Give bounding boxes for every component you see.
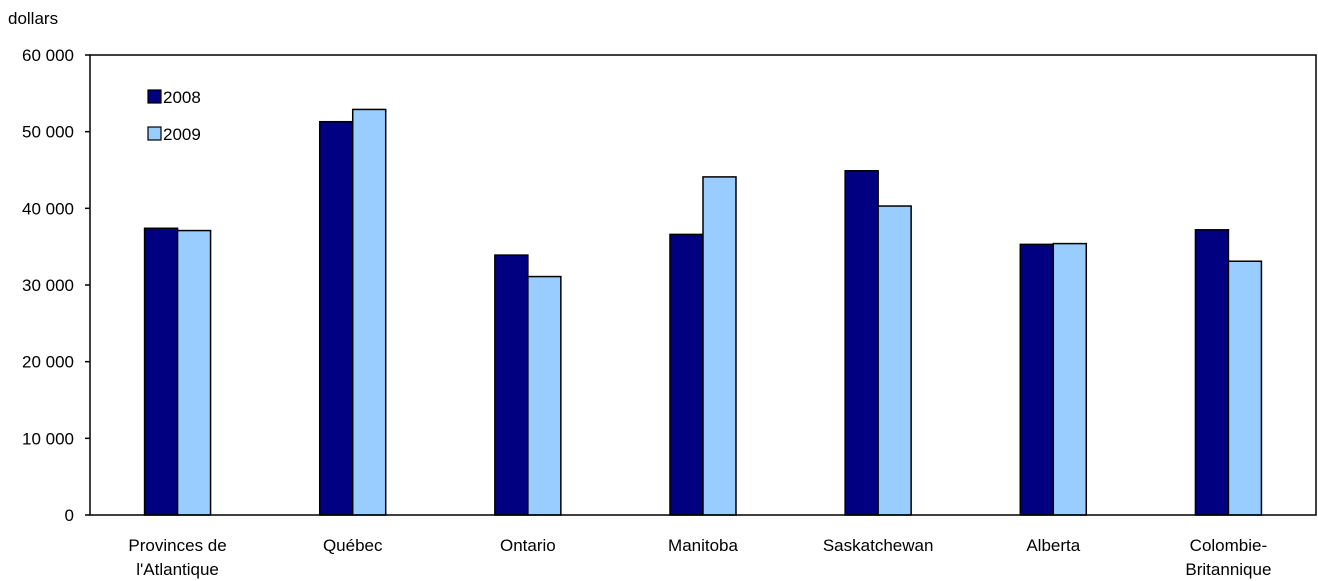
x-category-label: Saskatchewan — [823, 536, 934, 555]
x-category-label: Provinces de — [128, 536, 226, 555]
x-category-label: Alberta — [1026, 536, 1080, 555]
bar-2008 — [844, 170, 879, 516]
y-tick-label: 30 000 — [22, 276, 74, 295]
y-axis-ticks: 0 10 000 20 000 30 000 40 000 50 000 60 000 — [22, 46, 90, 525]
legend-label: 2008 — [163, 88, 201, 107]
legend: 2008 2009 — [147, 88, 201, 144]
bar-2008 — [669, 233, 704, 516]
y-tick-label: 20 000 — [22, 353, 74, 372]
legend-label: 2009 — [163, 125, 201, 144]
legend-swatch-2008 — [147, 89, 162, 104]
y-tick-label: 50 000 — [22, 123, 74, 142]
bar-2009 — [527, 275, 562, 516]
x-category-label: Québec — [323, 536, 383, 555]
y-tick-label: 0 — [65, 506, 74, 525]
bar-2009 — [351, 108, 387, 516]
legend-swatch-2009 — [147, 126, 162, 141]
plot-frame — [89, 54, 1317, 516]
y-tick-label: 40 000 — [22, 199, 74, 218]
bar-2008 — [1019, 243, 1055, 516]
y-axis-label: dollars — [8, 9, 58, 28]
x-category-label: Manitoba — [668, 536, 738, 555]
bar-2008 — [318, 120, 354, 516]
bar-2008 — [143, 227, 179, 516]
bar-2009 — [702, 176, 737, 516]
bar-2008 — [1194, 229, 1230, 516]
x-category-label: l'Atlantique — [136, 560, 219, 579]
bar-2009 — [176, 229, 212, 516]
bar-2009 — [877, 205, 912, 516]
x-category-label: Colombie- — [1190, 536, 1267, 555]
x-category-label: Ontario — [500, 536, 556, 555]
bar-2009 — [1227, 260, 1263, 516]
bars — [143, 108, 1263, 516]
bar-2009 — [1052, 242, 1088, 516]
y-tick-label: 60 000 — [22, 46, 74, 65]
bar-2008 — [494, 254, 529, 516]
x-category-label: Britannique — [1185, 560, 1271, 579]
y-tick-label: 10 000 — [22, 429, 74, 448]
x-axis-labels: Provinces de l'Atlantique Québec Ontario Man… — [128, 536, 1271, 579]
